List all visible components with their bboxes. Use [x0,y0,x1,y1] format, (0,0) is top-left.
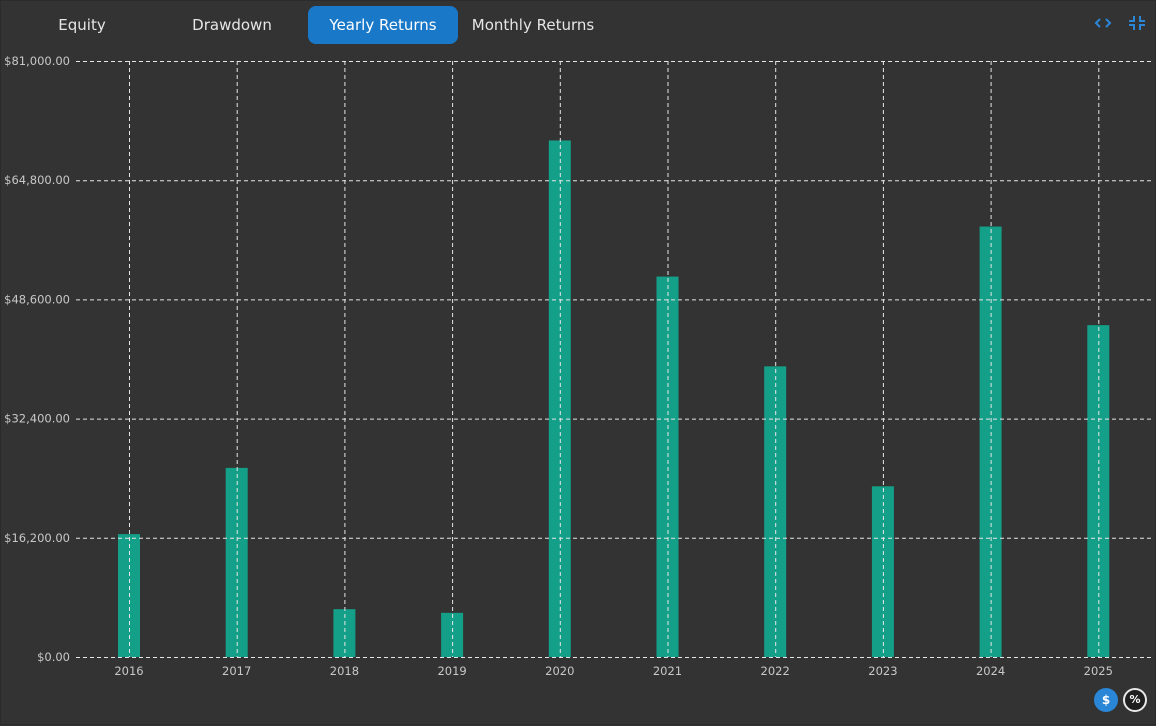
dollar-mode-button[interactable]: $ [1094,688,1118,712]
bar-2017[interactable] [225,467,248,657]
x-tick-label: 2017 [222,664,251,678]
tab-monthly-returns[interactable]: Monthly Returns [471,16,595,34]
x-tick-label: 2022 [761,664,790,678]
y-tick-label: $48,600.00 [4,292,70,306]
x-tick-label: 2024 [976,664,1005,678]
bar-2018[interactable] [333,609,356,657]
code-brackets-icon[interactable] [1094,15,1112,31]
tab-yearly-returns[interactable]: Yearly Returns [308,6,458,44]
x-tick-label: 2021 [653,664,682,678]
tab-equity[interactable]: Equity [58,16,106,34]
y-tick-label: $64,800.00 [4,173,70,187]
x-tick-label: 2016 [114,664,143,678]
y-tick-label: $0.00 [37,650,70,664]
bar-2019[interactable] [441,612,464,657]
chart-bars [118,140,1110,658]
bar-2023[interactable] [871,486,894,657]
bar-2021[interactable] [656,276,679,657]
chart-grid [76,61,1151,658]
y-tick-label: $16,200.00 [4,531,70,545]
chart-tab-bar: Equity Drawdown Yearly Returns Monthly R… [1,6,701,44]
chart-labels: $0.00 $16,200.00 $32,400.00 $48,600.00 $64,8… [4,54,1113,678]
y-tick-label: $32,400.00 [4,412,70,426]
x-tick-label: 2019 [437,664,466,678]
collapse-icon[interactable] [1128,15,1146,31]
x-tick-label: 2023 [868,664,897,678]
x-tick-label: 2025 [1084,664,1113,678]
tab-drawdown[interactable]: Drawdown [192,16,272,34]
percent-mode-button[interactable]: % [1123,688,1147,712]
y-tick-label: $81,000.00 [4,54,70,68]
x-tick-label: 2020 [545,664,574,678]
x-tick-label: 2018 [330,664,359,678]
